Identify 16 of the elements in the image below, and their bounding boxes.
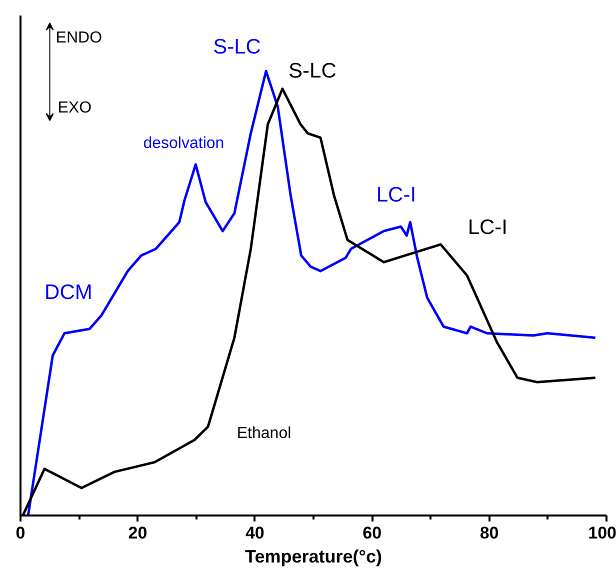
annotation: DCM (44, 280, 92, 304)
annotation: Ethanol (236, 425, 292, 442)
annotation: LC-I (468, 216, 508, 239)
annotation: S-LC (213, 36, 261, 59)
x-tick-label: 80 (480, 524, 499, 542)
x-tick-label: 40 (245, 524, 264, 542)
annotation: EXO (58, 100, 92, 116)
text: ENDO (56, 30, 102, 46)
annotation: S-LC (288, 59, 336, 82)
x-tick-label: 100 (588, 524, 616, 542)
annotation: LC-I (376, 184, 416, 207)
x-tick-label: 0 (16, 524, 26, 542)
x-tick-label: 20 (128, 524, 148, 542)
annotation: desolvation (143, 134, 224, 152)
x-axis-title: Temperature(°c) (245, 546, 382, 566)
x-tick-label: 60 (362, 524, 382, 542)
